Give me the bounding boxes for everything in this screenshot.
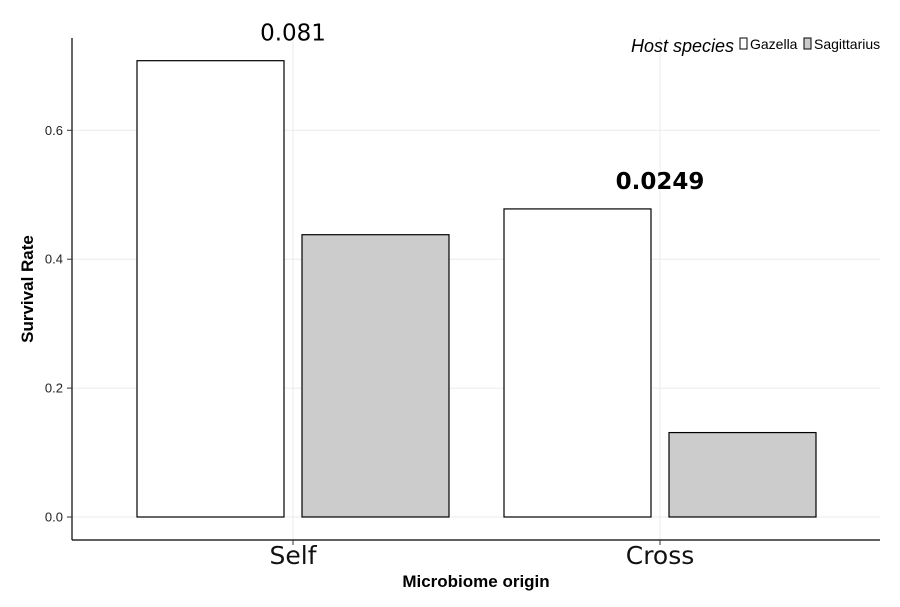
bar-self-sagittarius xyxy=(301,234,450,518)
axes xyxy=(71,38,880,541)
annotations: 0.081 0.0249 xyxy=(260,21,704,195)
legend: Host species Gazella Sagittarius xyxy=(631,36,880,56)
annotation-cross: 0.0249 xyxy=(616,169,705,195)
legend-label-sagittarius: Sagittarius xyxy=(814,36,880,52)
bar-cross-sagittarius xyxy=(668,431,817,518)
bar-self-gazella xyxy=(136,60,285,518)
bar-cross-gazella xyxy=(503,208,652,518)
legend-title: Host species xyxy=(631,36,734,56)
y-axis-title: Survival Rate xyxy=(18,235,37,343)
y-tick-label: 0.2 xyxy=(45,381,63,396)
legend-label-gazella: Gazella xyxy=(750,36,798,52)
legend-key-gazella xyxy=(739,37,748,50)
bars xyxy=(136,60,817,518)
legend-key-sagittarius xyxy=(803,37,812,50)
y-tick-label: 0.6 xyxy=(45,123,63,138)
x-ticks: Self Cross xyxy=(270,540,695,570)
x-tick-label: Cross xyxy=(626,541,695,570)
x-axis-title: Microbiome origin xyxy=(402,572,549,591)
annotation-self: 0.081 xyxy=(260,21,326,47)
y-tick-label: 0.4 xyxy=(45,252,63,267)
x-tick-label: Self xyxy=(270,541,318,570)
y-ticks: 0.0 0.2 0.4 0.6 xyxy=(45,123,72,525)
y-tick-label: 0.0 xyxy=(45,510,63,525)
